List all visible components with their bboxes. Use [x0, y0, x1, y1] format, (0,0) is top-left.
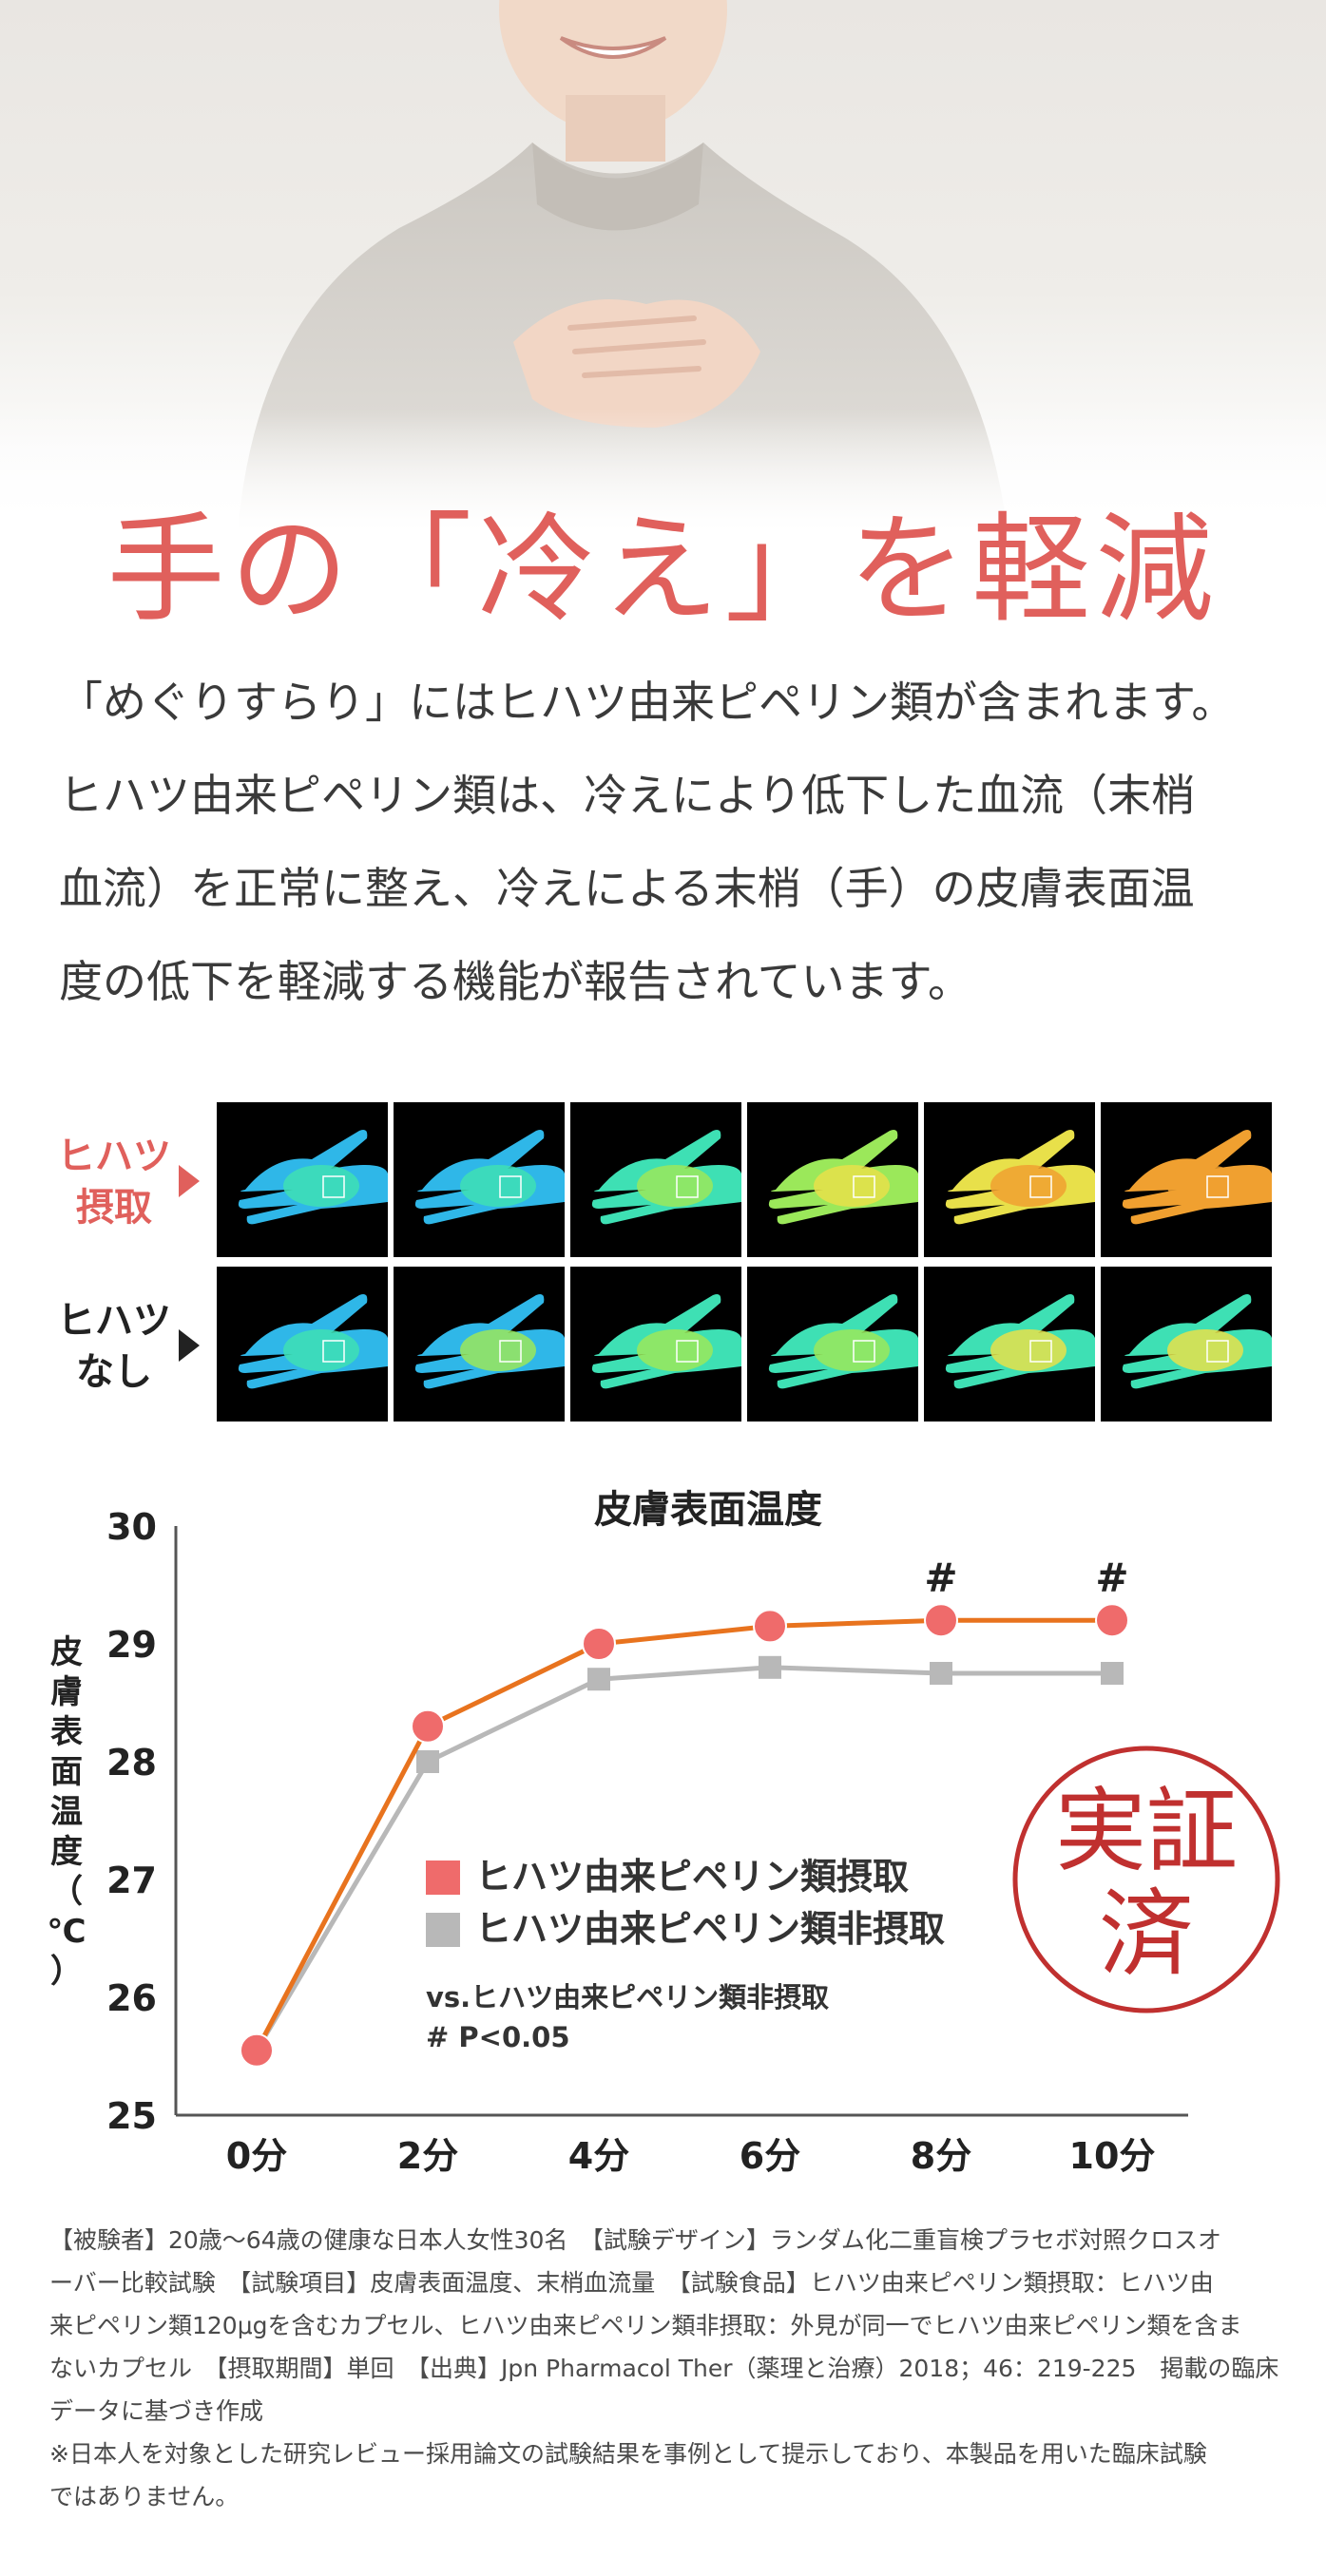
row-label-line: 摂取 — [76, 1186, 152, 1230]
y-axis-label-char: （ — [50, 1873, 83, 1911]
triangle-right-icon — [179, 1165, 200, 1197]
y-tick-label: 29 — [106, 1624, 157, 1666]
y-tick-label: 30 — [106, 1506, 157, 1548]
data-point-intake — [1095, 1603, 1129, 1638]
thermography-image — [1101, 1102, 1272, 1257]
verified-stamp: 実証 済 — [1012, 1746, 1280, 2013]
triangle-right-icon — [179, 1329, 200, 1362]
y-tick-label: 26 — [106, 1977, 157, 2019]
intro-paragraph: 「めぐりすらり」にはヒハツ由来ピペリン類が含まれます。 ヒハツ由来ピペリン類は、… — [59, 656, 1285, 1028]
series-group — [240, 1603, 1129, 2068]
x-tick-label: 8分 — [911, 2135, 971, 2177]
stamp-text: 実証 — [1055, 1778, 1238, 1884]
y-axis-label-char: 膚 — [50, 1673, 83, 1711]
footnote-line: データに基づき作成 — [49, 2397, 264, 2425]
x-tick-label: 4分 — [568, 2135, 629, 2177]
row-label-line: ヒハツ — [57, 1135, 171, 1178]
y-tick-label: 28 — [106, 1742, 157, 1784]
legend-label-intake: ヒハツ由来ピペリン類摂取 — [475, 1856, 909, 1898]
x-tick-label: 0分 — [226, 2135, 287, 2177]
legend-swatch-intake — [426, 1860, 460, 1895]
y-axis-label-char: ℃ — [47, 1913, 86, 1951]
thermography-image — [1101, 1267, 1272, 1422]
data-point-control — [759, 1655, 781, 1679]
intro-line: ヒハツ由来ピペリン類は、冷えにより低下した血流（末梢 — [59, 771, 1196, 820]
data-point-intake — [753, 1609, 787, 1644]
x-tick-label: 6分 — [740, 2135, 800, 2177]
row-label-line: ヒハツ — [57, 1299, 171, 1343]
headline: 手の「冷え」を軽減 — [106, 502, 1220, 639]
significance-markers: # # — [924, 1555, 1128, 1601]
footnote-line: ※日本人を対象とした研究レビュー採用論文の試験結果を事例として提示しており、本製… — [49, 2440, 1207, 2468]
intro-line: 血流）を正常に整え、冷えによる末梢（手）の皮膚表面温 — [59, 864, 1195, 913]
footnote-line: ーバー比較試験 【試験項目】皮膚表面温度、末梢血流量 【試験食品】ヒハツ由来ピペ… — [49, 2269, 1214, 2297]
y-axis-label-char: 面 — [50, 1753, 83, 1791]
legend-swatch-control — [426, 1913, 460, 1947]
thermography-image — [394, 1267, 565, 1422]
data-point-intake — [924, 1603, 958, 1638]
thermography-image — [924, 1102, 1095, 1257]
footnote-line: ないカプセル 【摂取期間】単回 【出典】Jpn Pharmacol Ther（薬… — [49, 2355, 1279, 2382]
y-tick-label: 25 — [106, 2095, 157, 2137]
y-axis-label-char: 温 — [50, 1793, 83, 1831]
data-point-control — [587, 1668, 610, 1691]
chart-note-pvalue: # P<0.05 — [426, 2021, 570, 2053]
chart-title: 皮膚表面温度 — [594, 1488, 822, 1532]
y-tick-label: 27 — [106, 1860, 157, 1901]
x-tick-label: 10分 — [1069, 2135, 1156, 2177]
footnote-line: 来ピペリン類120μgを含むカプセル、ヒハツ由来ピペリン類非摂取：外見が同一でヒ… — [49, 2312, 1242, 2339]
legend-label-control: ヒハツ由来ピペリン類非摂取 — [475, 1908, 945, 1950]
footnote-line: 【被験者】20歳〜64歳の健康な日本人女性30名 【試験デザイン】ランダム化二重… — [49, 2226, 1221, 2254]
x-axis-ticks: 0分 2分 4分 6分 8分 10分 — [226, 2135, 1156, 2177]
data-point-control — [930, 1662, 952, 1685]
row-label-none: ヒハツ なし — [48, 1295, 181, 1398]
y-axis-label-char: ） — [50, 1953, 83, 1991]
intro-line: 度の低下を軽減する機能が報告されています。 — [59, 957, 972, 1006]
y-axis-label: 皮膚表面温度（℃） — [47, 1633, 86, 1991]
y-axis-label-char: 度 — [50, 1833, 83, 1871]
y-axis-ticks: 25 26 27 28 29 30 — [106, 1506, 157, 2137]
study-footnote: 【被験者】20歳〜64歳の健康な日本人女性30名 【試験デザイン】ランダム化二重… — [49, 2219, 1285, 2518]
row-label-line: なし — [76, 1350, 152, 1394]
chart-note: vs.ヒハツ由来ピペリン類非摂取 — [426, 1981, 829, 2013]
data-point-control — [1101, 1662, 1124, 1685]
thermography-image — [217, 1102, 388, 1257]
stamp-text: 済 — [1099, 1879, 1194, 1990]
significance-marker: # — [1095, 1555, 1128, 1601]
thermography-image — [570, 1102, 741, 1257]
y-axis-label-char: 皮 — [50, 1633, 83, 1671]
hero-photo — [0, 0, 1326, 532]
woman-illustration — [0, 0, 1326, 532]
thermography-image — [924, 1267, 1095, 1422]
significance-marker: # — [924, 1555, 957, 1601]
row-label-intake: ヒハツ 摂取 — [48, 1131, 181, 1233]
thermography-image — [747, 1102, 918, 1257]
stamp-circle — [1012, 1746, 1280, 2013]
x-tick-label: 2分 — [397, 2135, 458, 2177]
data-point-control — [416, 1750, 439, 1773]
thermography-image — [747, 1267, 918, 1422]
thermography-image — [217, 1267, 388, 1422]
data-point-intake — [240, 2032, 274, 2068]
series-line-intake — [254, 1617, 1112, 2051]
y-axis-label-char: 表 — [50, 1713, 83, 1751]
data-point-intake — [582, 1627, 616, 1661]
intro-line: 「めぐりすらり」にはヒハツ由来ピペリン類が含まれます。 — [59, 677, 1236, 727]
series-line-control — [254, 1665, 1112, 2052]
thermography-image — [570, 1267, 741, 1422]
thermography-image — [394, 1102, 565, 1257]
footnote-line: ではありません。 — [49, 2483, 240, 2510]
data-point-intake — [411, 1708, 445, 1744]
